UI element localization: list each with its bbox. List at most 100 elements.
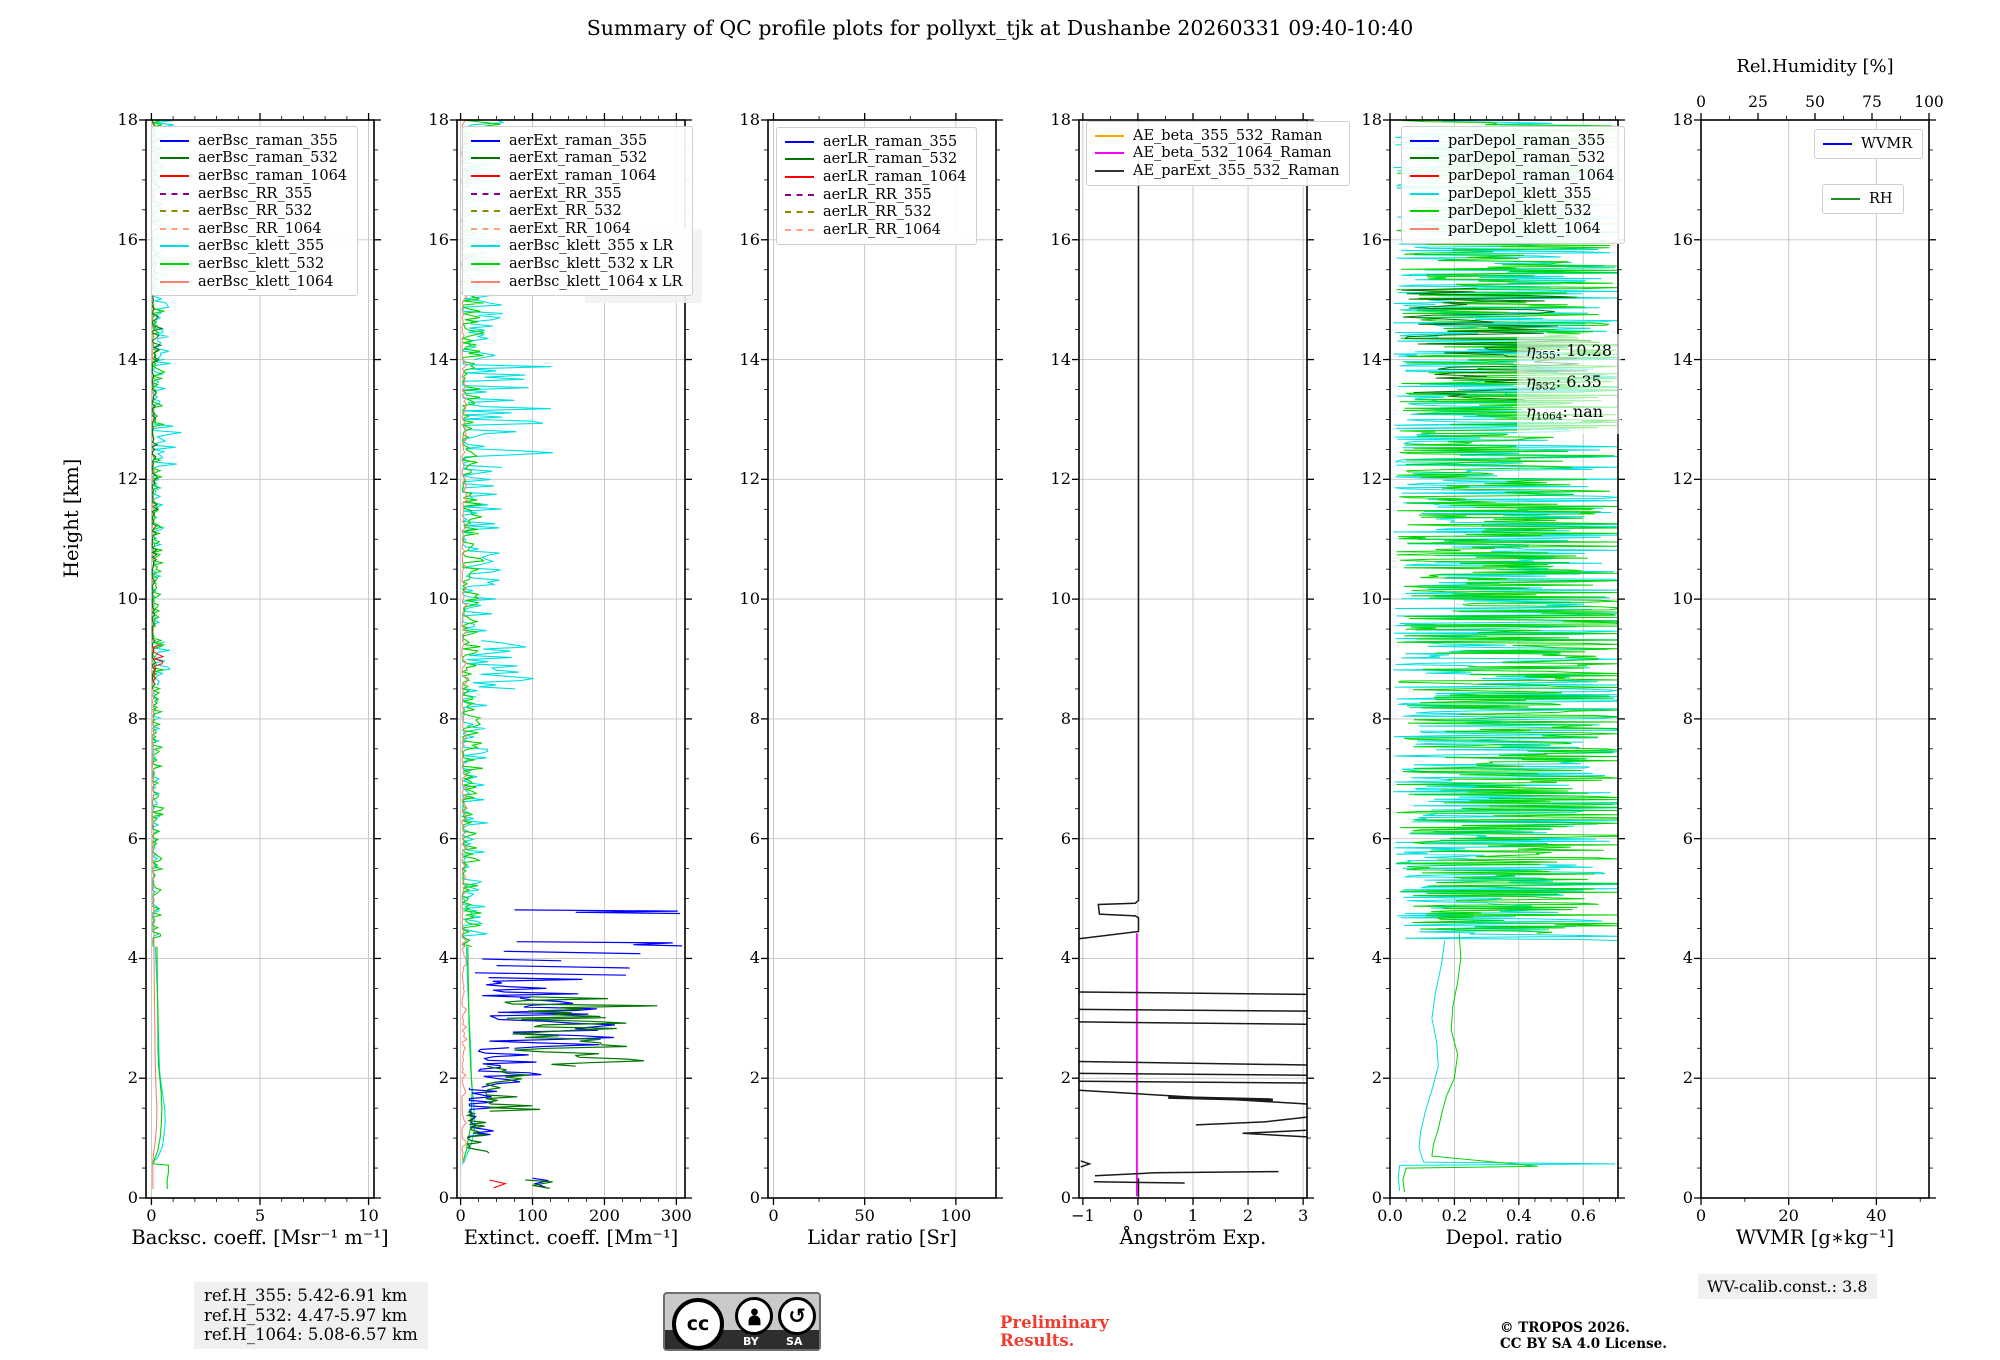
legend-line-sample <box>1410 227 1439 230</box>
legend-item-label: aerExt_raman_1064 <box>509 167 657 184</box>
legend-line-sample <box>471 139 500 142</box>
y-tick-label: 16 <box>117 229 138 249</box>
legend-item: aerExt_RR_1064 <box>471 220 682 238</box>
x-tick-label: 0.6 <box>1570 1206 1597 1225</box>
x-tick-label: 1 <box>1187 1206 1199 1225</box>
tropos-line: CC BY SA 4.0 License. <box>1500 1336 1667 1352</box>
preliminary-results-watermark: Preliminary Results. <box>1000 1314 1109 1349</box>
y-tick-label: 2 <box>749 1068 760 1088</box>
y-tick-label: 6 <box>749 828 760 848</box>
legend-item: AE_parExt_355_532_Raman <box>1095 162 1339 180</box>
y-tick-label: 10 <box>428 589 449 609</box>
legend-item-label: parDepol_klett_355 <box>1448 185 1592 202</box>
series-AE_parExt_355_532_Raman <box>1195 1116 1307 1126</box>
x-tick-label: 100 <box>940 1206 972 1225</box>
legend-item-label: AE_parExt_355_532_Raman <box>1133 162 1340 179</box>
legend-item: aerLR_RR_1064 <box>785 221 966 239</box>
x-tick-label: 3 <box>1297 1206 1309 1225</box>
legend-item: aerBsc_RR_355 <box>160 185 347 203</box>
x-tick-label: 40 <box>1866 1206 1887 1225</box>
legend-item: aerLR_RR_355 <box>785 186 966 204</box>
series-aerExt_raman_355 <box>516 941 683 947</box>
legend-item: aerLR_raman_1064 <box>785 168 966 186</box>
legend-item: parDepol_klett_1064 <box>1410 220 1614 238</box>
x-tick-label: 300 <box>660 1206 692 1225</box>
y-tick-label: 0 <box>1682 1188 1693 1207</box>
y-tick-label: 8 <box>438 708 449 728</box>
x-tick-label: 100 <box>517 1206 548 1225</box>
legend-item-label: parDepol_raman_1064 <box>1448 167 1615 184</box>
series-AE_parExt_355_532_Raman <box>1168 1095 1273 1102</box>
legend-line-sample <box>160 245 189 248</box>
y-tick-label: 2 <box>1682 1068 1693 1088</box>
panel-wvmr-frame <box>1700 119 1930 1199</box>
series-aerExt_raman_355 <box>482 958 562 962</box>
legend-item-label: aerBsc_klett_1064 <box>198 273 334 290</box>
legend-item-label: aerBsc_RR_1064 <box>198 220 322 237</box>
legend-item-label: RH <box>1869 190 1893 207</box>
y-tick-label: 18 <box>1050 110 1071 129</box>
legend-line-sample <box>471 245 500 248</box>
top-axis-title: Rel.Humidity [%] <box>1736 56 1894 77</box>
y-tick-label: 12 <box>1050 469 1071 489</box>
series-aerBsc_klett_1064 <box>152 898 158 1189</box>
x-axis-label-depol-ratio: Depol. ratio <box>1445 1226 1563 1249</box>
series-aerBsc_klett_532 x LR <box>462 946 473 1163</box>
x-tick-label: 20 <box>1778 1206 1799 1225</box>
y-tick-label: 10 <box>117 589 138 609</box>
legend-item-label: WVMR <box>1861 135 1913 152</box>
legend-item: aerExt_raman_355 <box>471 132 682 150</box>
y-tick-label: 4 <box>1060 948 1071 968</box>
legend-line-sample <box>471 227 500 230</box>
legend-item: RH <box>1831 190 1893 208</box>
y-tick-label: 10 <box>1672 589 1693 609</box>
legend-item: WVMR <box>1823 135 1912 153</box>
panel-wvmr-canvas <box>1694 113 1936 1205</box>
legend-item-label: aerBsc_klett_355 x LR <box>509 238 674 255</box>
top-axis-tick-label: 75 <box>1862 93 1882 111</box>
legend-line-sample <box>471 157 500 160</box>
legend-item: aerBsc_raman_1064 <box>160 167 347 185</box>
legend-line-sample <box>1410 139 1439 142</box>
y-tick-label: 12 <box>117 469 138 489</box>
top-axis-tick-label: 50 <box>1805 93 1825 111</box>
legend-item: aerExt_RR_532 <box>471 202 682 220</box>
series-AE_parExt_355_532_Raman <box>1079 120 1140 940</box>
series-aerExt_raman_532 <box>512 1017 644 1067</box>
legend-item: AE_beta_355_532_Raman <box>1095 127 1339 145</box>
series-AE_parExt_355_532_Raman <box>1079 1080 1307 1084</box>
series-aerExt_raman_355 <box>477 1047 542 1088</box>
legend-line-sample <box>160 192 189 195</box>
legend-line-sample <box>1095 134 1124 137</box>
ref-height-line: ref.H_1064: 5.08-6.57 km <box>204 1325 418 1344</box>
legend-item-label: aerBsc_raman_1064 <box>198 167 348 184</box>
y-tick-label: 8 <box>1060 708 1071 728</box>
series-aerBsc_klett_355 <box>153 641 172 687</box>
x-tick-label: 0 <box>1695 1206 1707 1225</box>
ref-height-line: ref.H_355: 5.42-6.91 km <box>204 1286 408 1305</box>
series-aerExt_raman_532 <box>525 1179 553 1189</box>
y-tick-label: 6 <box>438 828 449 848</box>
y-tick-label: 4 <box>1682 948 1693 968</box>
series-aerExt_raman_355 <box>474 972 627 976</box>
legend-line-sample <box>1831 197 1860 200</box>
series-AE_parExt_355_532_Raman <box>1079 1021 1307 1026</box>
attribution-person-icon <box>735 1297 773 1335</box>
legend-item-label: aerExt_RR_532 <box>509 203 622 220</box>
y-tick-label: 18 <box>739 110 760 129</box>
series-aerExt_raman_355 <box>482 977 583 998</box>
legend-item-label: AE_beta_355_532_Raman <box>1133 127 1323 144</box>
panel-angstroem-canvas <box>1072 113 1314 1205</box>
y-tick-label: 14 <box>1050 349 1071 369</box>
legend-item: aerExt_raman_1064 <box>471 167 682 185</box>
legend-line-sample <box>471 262 500 265</box>
legend-line-sample <box>785 158 814 161</box>
top-axis-tick-label: 0 <box>1696 93 1706 111</box>
annotation-subscript: 355 <box>1535 349 1556 362</box>
series-aerExt_raman_355 <box>503 950 641 955</box>
annotation-line: η1064: nan <box>1526 402 1604 423</box>
y-tick-label: 10 <box>1361 589 1382 609</box>
annotation-line: η355: 10.28 <box>1526 341 1613 362</box>
legend-item-label: aerLR_RR_532 <box>823 204 932 221</box>
tropos-copyright: © TROPOS 2026. CC BY SA 4.0 License. <box>1500 1320 1667 1352</box>
